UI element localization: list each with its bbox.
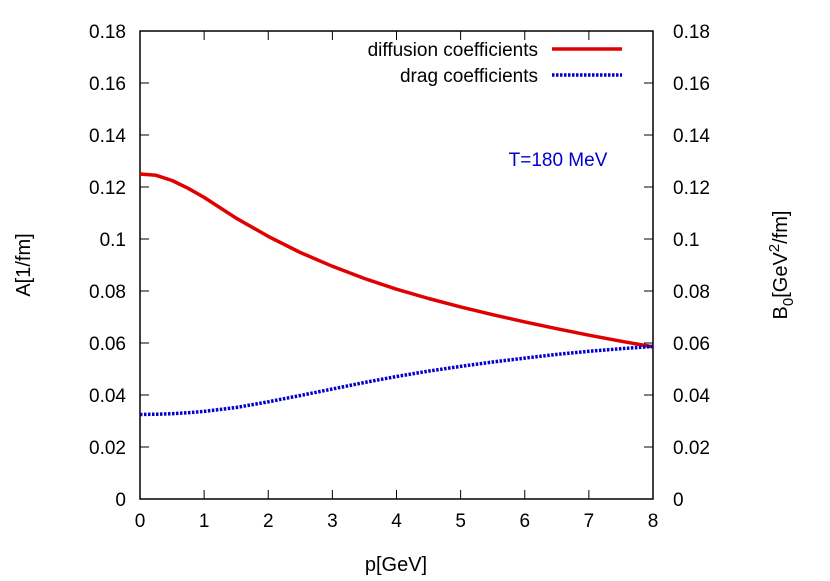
legend-label-drag: drag coefficients — [400, 66, 538, 87]
x-tick-label: 5 — [455, 511, 466, 532]
x-tick-label: 8 — [648, 511, 659, 532]
x-tick-label: 7 — [584, 511, 595, 532]
plot-frame — [139, 30, 654, 500]
y-tick-label-left: 0.02 — [89, 438, 126, 459]
series-line-drag — [139, 344, 654, 417]
y-tick-label-left: 0.04 — [89, 386, 126, 407]
temperature-annotation: T=180 MeV — [509, 150, 608, 171]
y-tick-label-left: 0.14 — [89, 126, 126, 147]
y2-axis-title: B0[GeV2/fm] — [766, 211, 797, 320]
x-axis-title: p[GeV] — [365, 554, 427, 576]
y-tick-label-right: 0.16 — [673, 74, 710, 95]
y-tick-label-right: 0.1 — [673, 230, 699, 251]
y-tick-label-right: 0.02 — [673, 438, 710, 459]
x-tick-label: 0 — [135, 511, 146, 532]
series-layer — [139, 172, 654, 417]
legend: diffusion coefficients drag coefficients — [368, 40, 622, 87]
y-tick-label-left: 0 — [115, 490, 126, 511]
y-axis-title: A[1/fm] — [13, 233, 35, 296]
x-tick-label: 4 — [391, 511, 402, 532]
x-tick-label: 1 — [199, 511, 210, 532]
y-tick-label-right: 0.12 — [673, 178, 710, 199]
x-tick-label: 2 — [263, 511, 274, 532]
y-tick-label-right: 0 — [673, 490, 684, 511]
y-tick-label-left: 0.1 — [100, 230, 126, 251]
y-tick-label-right: 0.14 — [673, 126, 710, 147]
x-tick-label: 6 — [519, 511, 530, 532]
series-line-diffusion — [139, 172, 654, 349]
y-tick-label-left: 0.06 — [89, 334, 126, 355]
x-tick-label: 3 — [327, 511, 338, 532]
y-tick-label-left: 0.12 — [89, 178, 126, 199]
y-tick-label-right: 0.18 — [673, 22, 710, 43]
y-tick-label-left: 0.16 — [89, 74, 126, 95]
y-tick-label-right: 0.04 — [673, 386, 710, 407]
y-tick-label-right: 0.08 — [673, 282, 710, 303]
axis-ticks — [139, 30, 654, 500]
legend-label-diffusion: diffusion coefficients — [368, 40, 538, 61]
tick-labels: 0 1 2 3 4 5 6 7 80 00.02 0.020.04 0.040.06 0.060.08 0… — [89, 22, 710, 532]
y-tick-label-left: 0.08 — [89, 282, 126, 303]
y-tick-label-left: 0.18 — [89, 22, 126, 43]
y-tick-label-right: 0.06 — [673, 334, 710, 355]
